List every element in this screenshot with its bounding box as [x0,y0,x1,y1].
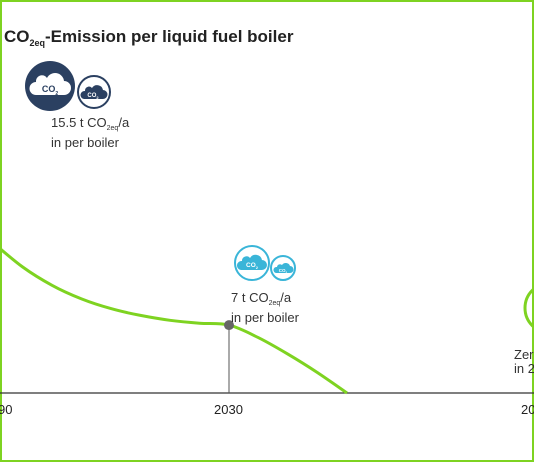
svg-text:CO2: CO2 [87,93,99,100]
annotation-2030-line1: 7 t CO2eq/a [231,290,292,308]
svg-text:CO2: CO2 [279,268,288,275]
x-tick-label: 2030 [214,402,243,417]
co2-cloud-icon-small: CO2 [77,75,111,109]
co2-icon-label: CO [42,84,56,94]
svg-text:CO2: CO2 [42,84,59,97]
annotation-2030-line2: in per boiler [231,310,299,325]
co2-icon-sub: 2 [256,265,259,270]
x-tick-label: 90 [0,402,13,417]
annotation-2030: 7 t CO2eq/a in per boiler [231,291,299,325]
annotation-2050-line1: Zer [514,347,534,362]
annotation-1990: 15.5 t CO2eq/a in per boiler [51,116,129,150]
x-tick-label: 20 [521,402,534,417]
marker-2030-dot [224,320,234,331]
annotation-2050-line2: in 2 [514,361,534,376]
zero-emission-ring-icon [523,286,534,330]
annotation-2050: Zer in 2 [514,348,534,376]
co2-icon-label: CO [87,93,96,99]
co2-cloud-icon-large: CO2 [25,61,75,111]
chart-title: CO2eq-Emission per liquid fuel boiler [4,27,293,48]
co2-icon-sub: 2 [286,271,288,275]
co2-icon-label: CO [246,262,256,269]
co2-icon-sub: 2 [96,95,99,100]
title-post: -Emission per liquid fuel boiler [45,27,294,46]
co2-cloud-icon-tiny: CO2 [270,255,296,281]
co2-icon-sub: 2 [55,91,58,97]
emission-curve [0,246,348,395]
title-sub: 2eq [29,38,46,48]
co2-cloud-icon-medium: CO2 [234,245,270,281]
title-pre: CO [4,27,30,46]
annotation-1990-line1: 15.5 t CO2eq/a [51,115,130,133]
co2-icon-label: CO [279,268,286,273]
annotation-1990-line2: in per boiler [51,135,119,150]
svg-text:CO2: CO2 [246,262,259,270]
